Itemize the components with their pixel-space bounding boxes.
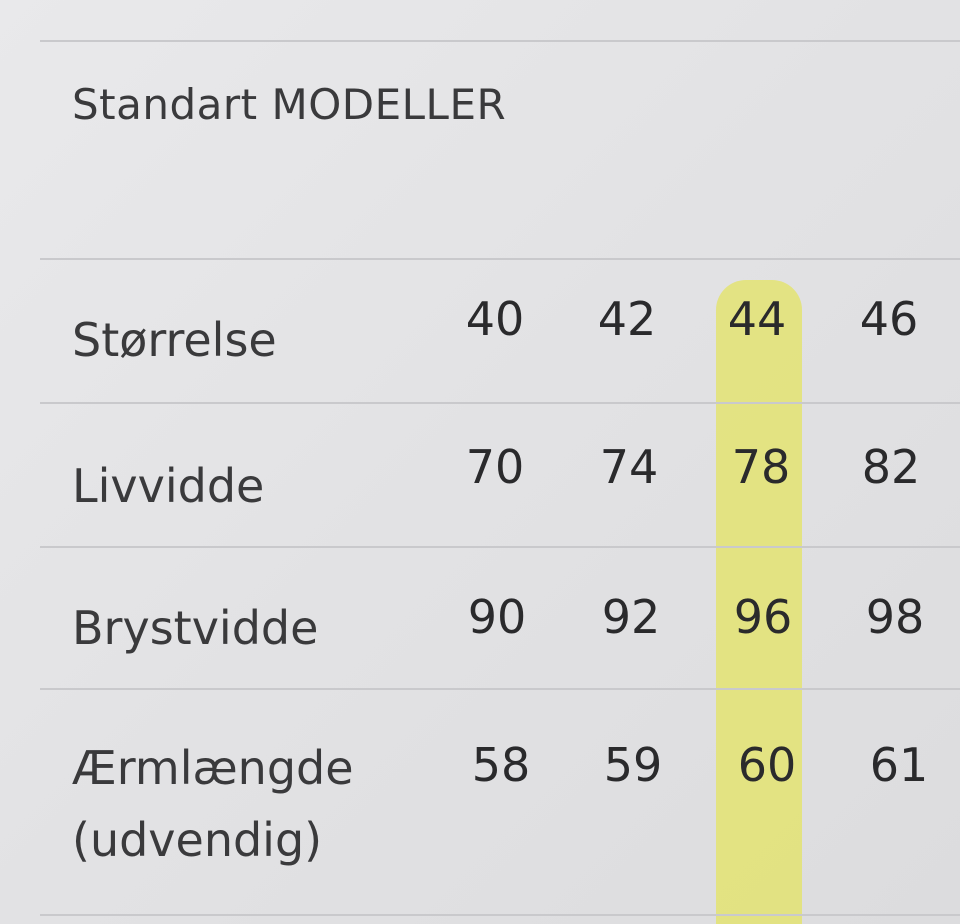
table-cell: 98 — [865, 590, 925, 644]
table-cell: 40 — [465, 292, 525, 346]
page-title: Standart MODELLER — [72, 80, 507, 129]
row-label: Livvidde — [72, 459, 265, 513]
table-cell: 42 — [597, 292, 657, 346]
divider — [40, 914, 960, 916]
divider — [40, 258, 960, 260]
table-cell: 92 — [601, 590, 661, 644]
table-cell: 90 — [467, 590, 527, 644]
table-cell: 44 — [727, 292, 787, 346]
divider — [40, 40, 960, 42]
table-cell: 96 — [733, 590, 793, 644]
table-cell: 61 — [869, 738, 929, 792]
table-cell: 82 — [861, 440, 921, 494]
divider — [40, 688, 960, 690]
table-cell: 46 — [859, 292, 919, 346]
table-cell: 58 — [471, 738, 531, 792]
table-cell: 59 — [603, 738, 663, 792]
divider — [40, 402, 960, 404]
row-label: Brystvidde — [72, 601, 319, 655]
divider — [40, 546, 960, 548]
row-label: Størrelse — [72, 313, 277, 367]
table-cell: 70 — [465, 440, 525, 494]
table-cell: 78 — [731, 440, 791, 494]
table-cell: 60 — [737, 738, 797, 792]
highlight-marker — [716, 280, 802, 924]
table-cell: 74 — [599, 440, 659, 494]
row-label: Ærmlængde (udvendig) — [72, 741, 354, 867]
